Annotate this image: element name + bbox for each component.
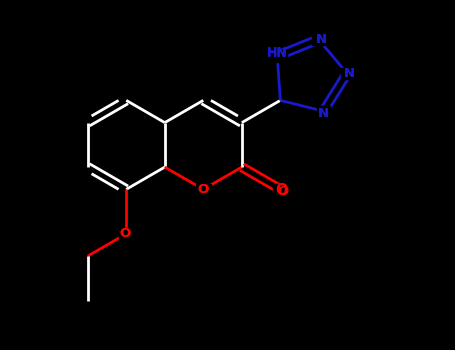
Bar [341,68,353,79]
Text: O: O [197,183,208,196]
Bar [196,184,211,195]
Text: O: O [120,228,131,240]
Text: O: O [197,183,208,196]
Text: HN: HN [267,46,288,59]
Text: N: N [315,33,327,46]
Bar [318,106,329,117]
Text: N: N [344,67,355,80]
Bar [267,50,288,62]
Text: N: N [318,107,329,120]
Bar [273,184,288,195]
Text: N: N [315,33,327,46]
Text: O: O [120,228,131,240]
Text: N: N [344,67,355,80]
Text: O: O [277,186,288,198]
Text: N: N [318,107,329,120]
Bar [313,34,324,45]
Text: HN: HN [267,47,288,60]
Bar [119,228,133,239]
Text: O: O [275,183,288,198]
